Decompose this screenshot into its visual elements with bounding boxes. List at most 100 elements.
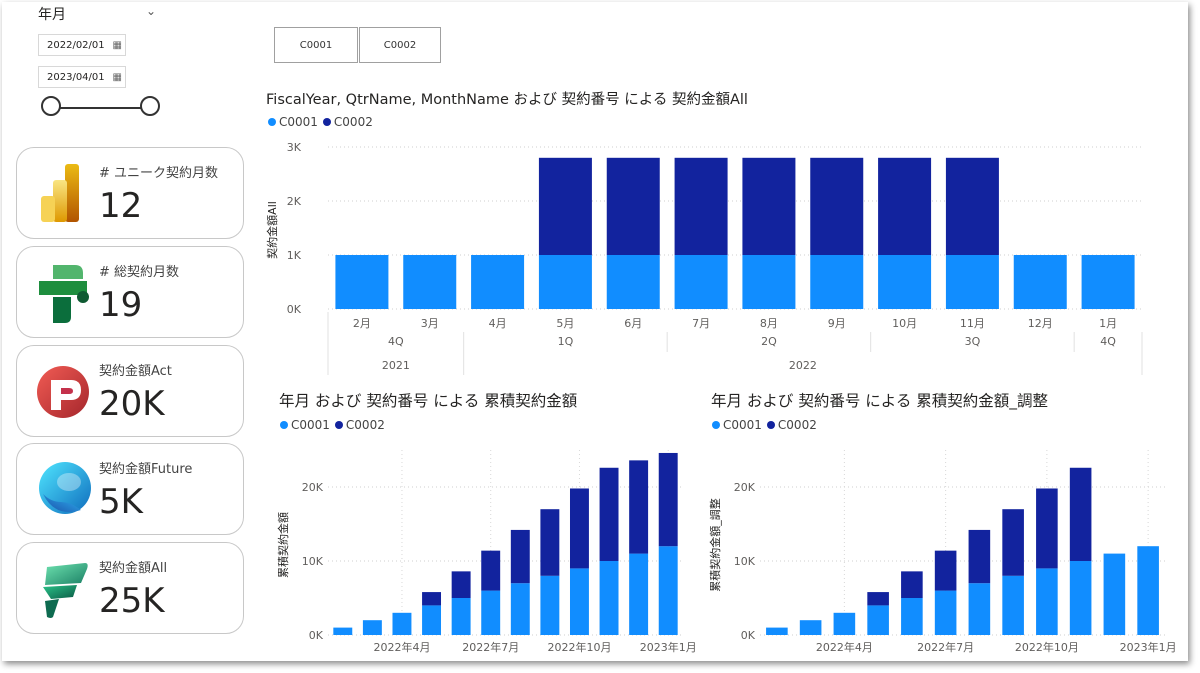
kpi-card-unique-months: # ユニーク契約月数 12 (16, 147, 244, 239)
filter-button-c0001[interactable]: C0001 (274, 27, 358, 63)
x-tick-label: 10月 (892, 317, 917, 330)
y-tick-label: 20K (302, 481, 324, 494)
y-tick-label: 10K (734, 555, 756, 568)
x-tick-label: 5月 (556, 317, 574, 330)
y-tick-label: 3K (287, 141, 302, 154)
x-tick-label: 9月 (828, 317, 846, 330)
kpi-card-amount-future: 契約金額Future 5K (16, 443, 244, 535)
bar-c0001 (1081, 255, 1135, 309)
x-tick-label: 2023年1月 (640, 640, 697, 654)
x-tick-label: 11月 (960, 317, 985, 330)
bar-c0001 (810, 255, 864, 309)
end-date-input[interactable]: 2023/04/01 ▦ (38, 66, 126, 88)
bar-c0002 (674, 157, 728, 255)
x-tick-label: 3月 (421, 317, 439, 330)
slider-end-handle[interactable] (140, 96, 160, 116)
bar-c0002 (742, 157, 796, 255)
x-tick-label: 2022年4月 (373, 640, 430, 654)
calendar-icon[interactable]: ▦ (112, 40, 122, 51)
chart-legend: C0001 C0002 (712, 418, 822, 432)
data-factory-logo-icon (39, 265, 89, 323)
x-tick-label: 2022年10月 (547, 640, 611, 654)
quarter-label: 2Q (761, 335, 777, 348)
kpi-label: # ユニーク契約月数 (99, 166, 219, 181)
bar-c0001 (481, 590, 501, 635)
calendar-icon[interactable]: ▦ (112, 72, 122, 83)
y-tick-label: 0K (287, 303, 302, 316)
x-tick-label: 2022年7月 (462, 640, 519, 654)
start-date-input[interactable]: 2022/02/01 ▦ (38, 34, 126, 56)
bar-c0001 (799, 620, 822, 635)
bar-c0002 (1036, 488, 1058, 569)
bar-c0001 (1103, 553, 1126, 635)
x-tick-label: 12月 (1028, 317, 1053, 330)
legend-item-c0001[interactable]: C0001 (268, 115, 318, 129)
kpi-value: 20K (99, 384, 165, 424)
power-bi-logo-icon (41, 164, 79, 222)
bar-c0001 (451, 598, 471, 635)
bar-c0002 (934, 550, 957, 591)
bar-c0002 (968, 529, 991, 584)
x-tick-label: 1月 (1099, 317, 1117, 330)
y-tick-label: 1K (287, 249, 302, 262)
bar-c0002 (1002, 509, 1024, 576)
kpi-value: 5K (99, 482, 143, 522)
legend-item-c0002[interactable]: C0002 (322, 115, 373, 129)
bar-c0002 (481, 550, 501, 591)
chevron-down-icon[interactable]: ⌄ (146, 4, 157, 18)
legend-item-c0001[interactable]: C0001 (280, 418, 330, 432)
bar-c0001 (1002, 575, 1024, 635)
bar-c0001 (1036, 568, 1058, 635)
bar-c0001 (335, 255, 389, 309)
slider-start-handle[interactable] (41, 96, 61, 116)
bar-c0002 (629, 460, 649, 554)
legend-item-c0002[interactable]: C0002 (334, 418, 385, 432)
bar-c0001 (471, 255, 525, 309)
bar-c0001 (362, 620, 382, 635)
date-range-slider-track[interactable] (52, 107, 150, 109)
quarter-label: 4Q (1100, 335, 1116, 348)
bar-c0002 (599, 467, 619, 561)
bar-c0002 (867, 592, 889, 606)
y-tick-label: 2K (287, 195, 302, 208)
bar-c0001 (422, 605, 442, 635)
bar-c0001 (510, 583, 530, 635)
chart-title: FiscalYear, QtrName, MonthName および 契約番号 … (266, 92, 748, 108)
bar-c0001 (867, 605, 889, 635)
kpi-label: 契約金額Future (99, 462, 193, 477)
chart-title: 年月 および 契約番号 による 累積契約金額_調整 (711, 392, 1048, 410)
bar-c0002 (810, 157, 864, 255)
kpi-value: 19 (99, 285, 143, 325)
bar-c0001 (599, 561, 619, 635)
kpi-label: # 総契約月数 (99, 265, 180, 280)
bar-c0002 (538, 157, 592, 255)
date-slicer-title: 年月 (38, 7, 66, 23)
legend-item-c0002[interactable]: C0002 (766, 418, 817, 432)
filter-button-c0002[interactable]: C0002 (359, 27, 441, 63)
chart-legend: C0001 C0002 (280, 418, 390, 432)
quarter-label: 1Q (558, 335, 574, 348)
bar-c0001 (606, 255, 660, 309)
bar-c0002 (878, 157, 932, 255)
chart-legend: C0001 C0002 (268, 115, 378, 129)
bar-c0001 (945, 255, 999, 309)
y-tick-label: 0K (309, 629, 324, 642)
x-tick-label: 4月 (489, 317, 507, 330)
bar-c0002 (945, 157, 999, 255)
x-tick-label: 2022年4月 (816, 640, 873, 654)
bar-c0002 (1069, 467, 1092, 561)
bar-c0001 (766, 627, 788, 635)
kpi-card-amount-act: 契約金額Act 20K (16, 345, 244, 437)
legend-item-c0001[interactable]: C0001 (712, 418, 762, 432)
bar-c0002 (451, 571, 471, 598)
bar-c0001 (901, 598, 923, 635)
kpi-value: 25K (99, 581, 165, 621)
bar-c0001 (629, 553, 649, 635)
bar-c0002 (606, 157, 660, 255)
bar-c0001 (538, 255, 592, 309)
bar-c0001 (833, 612, 856, 635)
x-tick-label: 6月 (624, 317, 642, 330)
kpi-label: 契約金額All (99, 561, 168, 576)
